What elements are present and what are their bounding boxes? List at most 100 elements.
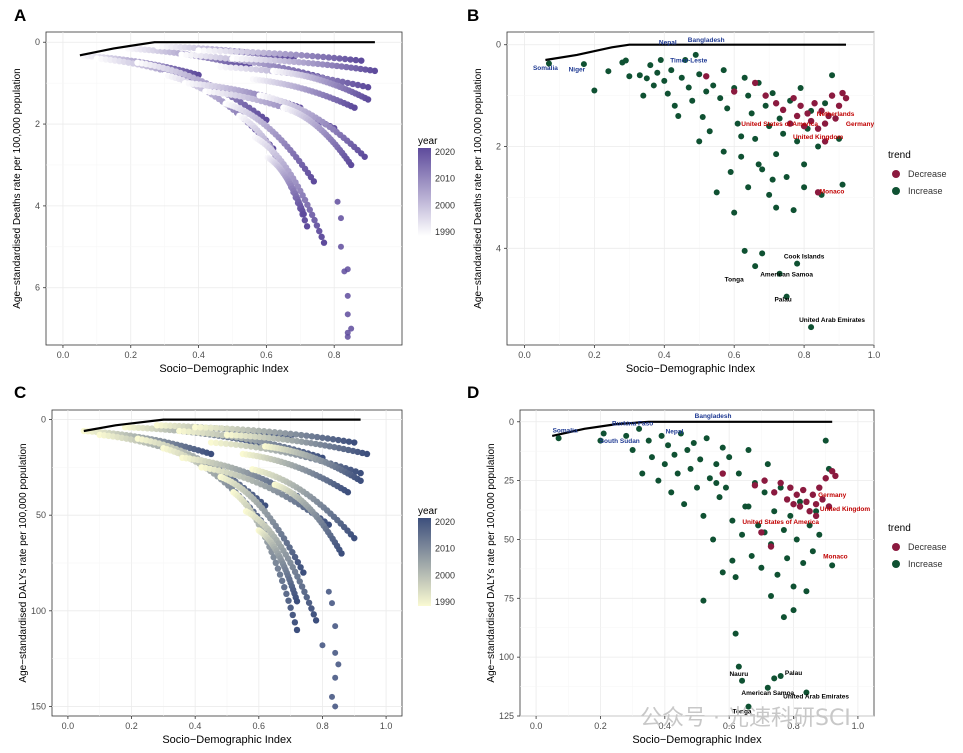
decrease-point (814, 189, 822, 196)
legend-title: year (418, 506, 438, 517)
x-tick-label: 0.0 (530, 721, 543, 731)
decrease-point (807, 117, 815, 125)
colorbar-tick-label: 2020 (435, 517, 455, 527)
decrease-point (832, 472, 839, 480)
plot-area: Bangladesh Nepal Timor-Leste Somalia Niger Ne… (533, 37, 874, 331)
increase-point (732, 574, 739, 581)
increase-point (790, 607, 797, 614)
country-label: Timor-Leste (670, 58, 707, 65)
increase-point (803, 588, 810, 595)
increase-point (682, 56, 689, 63)
increase-point (647, 62, 654, 69)
year-point (217, 440, 225, 447)
year-point (245, 426, 252, 434)
year-point (202, 53, 210, 60)
year-point (362, 66, 369, 73)
frontier-line (551, 420, 833, 437)
year-point (300, 210, 307, 218)
country-label: Germany (818, 492, 847, 499)
increase-point (703, 88, 710, 95)
year-point (329, 693, 335, 700)
y-tick-label: 50 (504, 534, 514, 544)
decrease-point (762, 92, 769, 99)
increase-point (794, 138, 801, 145)
decrease-point (751, 482, 759, 489)
year-point (219, 431, 226, 439)
increase-point (745, 503, 752, 510)
year-point (303, 52, 311, 59)
year-point (276, 429, 284, 436)
country-label: South Sudan (600, 438, 640, 445)
increase-point (665, 442, 672, 449)
y-tick-label: 50 (36, 510, 46, 520)
increase-point (699, 113, 706, 120)
plot-area (76, 41, 379, 340)
year-point (345, 438, 353, 445)
year-point (197, 52, 205, 60)
x-tick-label: 0.4 (192, 350, 205, 360)
increase-point (735, 470, 742, 477)
year-point (325, 54, 332, 61)
chart-panel-b: 0.0 0.2 0.4 0.6 0.8 1.0 0 2 4 Socio−Demographic I… (473, 31, 947, 375)
year-point (330, 54, 338, 62)
year-point (357, 65, 364, 73)
year-point (359, 82, 367, 90)
decrease-point (806, 508, 813, 515)
colorbar-tick-label: 2010 (435, 544, 455, 554)
country-label: United Arab Emirates (783, 693, 849, 700)
year-point (260, 428, 268, 435)
increase-point (768, 592, 775, 599)
year-point (310, 611, 317, 618)
increase-point (739, 677, 746, 684)
y-tick-label: 6 (35, 283, 40, 293)
year-point (233, 432, 240, 439)
year-point (204, 430, 212, 437)
year-point (227, 48, 235, 55)
year-point (347, 56, 354, 63)
legend-swatch (892, 560, 900, 568)
decrease-point (811, 100, 818, 107)
year-point (300, 569, 307, 576)
year-point (336, 55, 343, 62)
year-point (263, 67, 270, 74)
increase-point (722, 484, 729, 491)
increase-point (706, 475, 713, 482)
year-point (341, 55, 349, 63)
year-point (234, 426, 241, 433)
country-label: Palau (774, 297, 791, 304)
year-point (242, 432, 249, 440)
x-tick-label: 0.6 (253, 721, 266, 731)
year-point (298, 583, 306, 590)
year-point (271, 429, 278, 436)
year-point (294, 558, 302, 566)
year-point (222, 64, 229, 71)
y-tick-label: 150 (31, 701, 46, 711)
y-tick-label: 0 (41, 415, 46, 425)
increase-point (745, 184, 752, 191)
x-tick-label: 0.4 (189, 721, 202, 731)
increase-point (678, 74, 685, 81)
increase-point (773, 151, 780, 158)
trajectory (230, 489, 301, 634)
increase-point (661, 77, 668, 84)
decrease-point (797, 102, 804, 109)
increase-point (796, 498, 803, 505)
frontier-line (83, 418, 361, 433)
trajectory (256, 92, 368, 160)
increase-point (790, 207, 797, 214)
increase-point (776, 270, 783, 277)
year-point (228, 431, 235, 439)
year-point (232, 441, 240, 448)
chart-panel-d: 0.0 0.2 0.4 0.6 0.8 1.0 0 25 50 75 100 125 Socio−Dem… (486, 409, 947, 746)
year-point (247, 443, 255, 450)
year-point (176, 427, 183, 435)
year-point (361, 153, 368, 160)
increase-point (696, 138, 703, 145)
panel-letter-c: C (14, 383, 27, 402)
country-label: Cook Islands (784, 253, 825, 260)
increase-point (783, 174, 790, 181)
increase-point (681, 501, 688, 508)
y-tick-label: 0 (496, 40, 501, 50)
year-point (286, 58, 293, 65)
decrease-point (803, 498, 810, 505)
